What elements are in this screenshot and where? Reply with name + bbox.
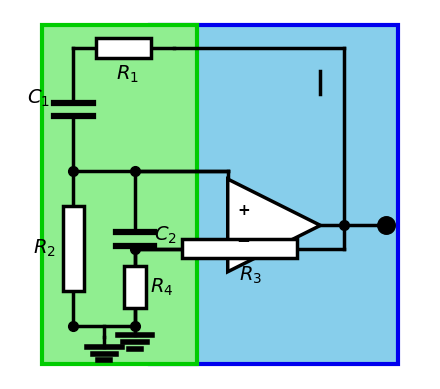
Text: −: − [237,231,250,249]
Text: $C_1$: $C_1$ [27,87,50,109]
Text: $C_2$: $C_2$ [154,224,177,246]
Text: $R_1$: $R_1$ [116,64,139,86]
Polygon shape [228,179,320,272]
Text: $R_4$: $R_4$ [150,277,174,298]
Text: $R_3$: $R_3$ [239,265,262,286]
Bar [62,206,84,291]
Bar [182,239,297,258]
Bar [125,266,146,308]
Bar [150,25,398,364]
Bar [42,25,197,364]
Text: +: + [237,203,250,218]
Bar [96,38,151,58]
Text: $R_2$: $R_2$ [33,238,56,259]
